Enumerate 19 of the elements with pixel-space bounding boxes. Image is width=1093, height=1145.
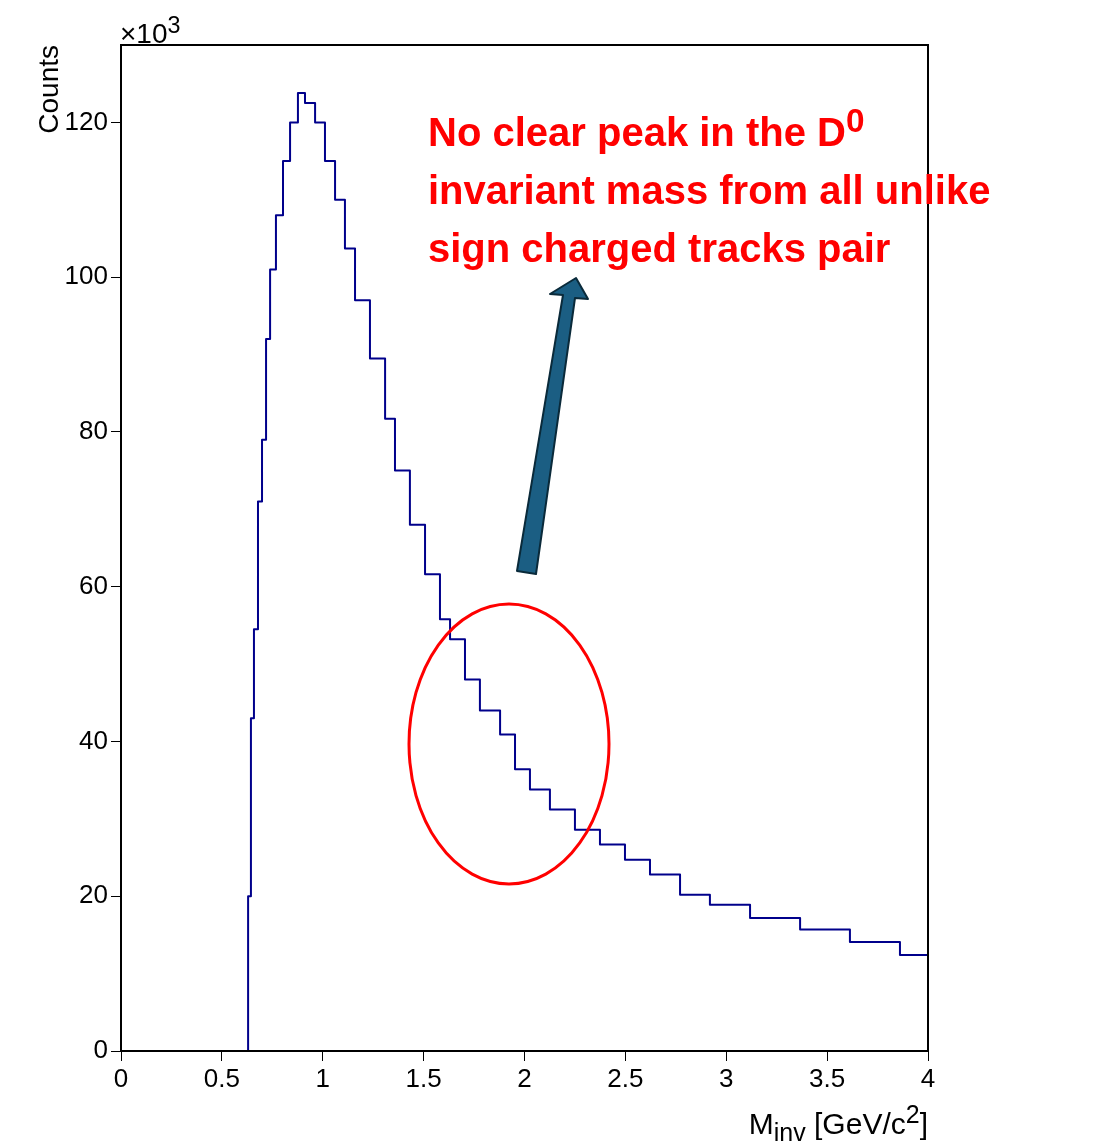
x-tick-label: 0.5 <box>203 1062 240 1093</box>
y-tick-label: 80 <box>79 415 108 446</box>
y-tick-label: 40 <box>79 724 108 755</box>
x-tick-label: 1.5 <box>405 1062 442 1093</box>
x-tick-label: 4 <box>920 1062 936 1093</box>
y-tick-label: 20 <box>79 879 108 910</box>
x-tick-label: 3.5 <box>809 1062 846 1093</box>
x-axis-title: M$_{inv}$ [GeV/c$^{2}$] <box>748 1100 928 1145</box>
x-tick-label: 0 <box>113 1062 129 1093</box>
x-tick-label: 2 <box>517 1062 532 1093</box>
y-tick-label: 120 <box>64 105 108 136</box>
x-tick-label: 2.5 <box>607 1062 644 1093</box>
x-tick-label: 3 <box>719 1062 734 1093</box>
y-axis-title: Counts <box>33 45 65 134</box>
annotation: ×10$^{3}$ <box>120 12 181 51</box>
y-tick-label: 0 <box>93 1034 108 1065</box>
y-tick-label: 100 <box>64 260 108 291</box>
x-tick-label: 1 <box>315 1062 330 1093</box>
y-tick-label: 60 <box>79 569 108 600</box>
